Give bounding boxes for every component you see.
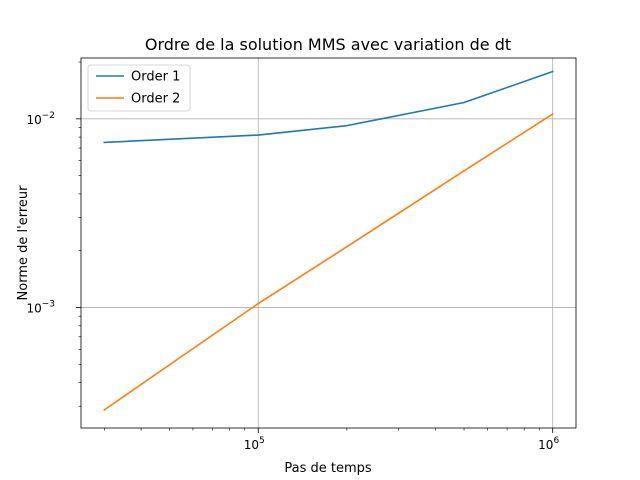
y-tick-label: 10−2 xyxy=(26,111,55,127)
x-axis-label: Pas de temps xyxy=(284,461,372,476)
series-line-1 xyxy=(103,70,554,144)
minor-ticks xyxy=(78,61,540,431)
x-tick-label: 106 xyxy=(538,436,559,452)
series-lines xyxy=(103,70,554,411)
x-tick-label: 105 xyxy=(244,436,265,452)
grid-lines xyxy=(81,58,576,428)
legend: Order 1 Order 2 xyxy=(87,64,191,112)
plot-area-frame xyxy=(80,57,577,429)
legend-label-2: Order 2 xyxy=(131,92,180,107)
legend-label-1: Order 1 xyxy=(131,70,180,85)
axis-ticks: 105 106 10−3 10−2 xyxy=(26,111,559,452)
y-axis-label: Norme de l'erreur xyxy=(16,185,31,301)
y-tick-label: 10−3 xyxy=(26,300,55,316)
series-line-2 xyxy=(103,112,554,411)
chart-title: Ordre de la solution MMS avec variation … xyxy=(145,35,511,54)
